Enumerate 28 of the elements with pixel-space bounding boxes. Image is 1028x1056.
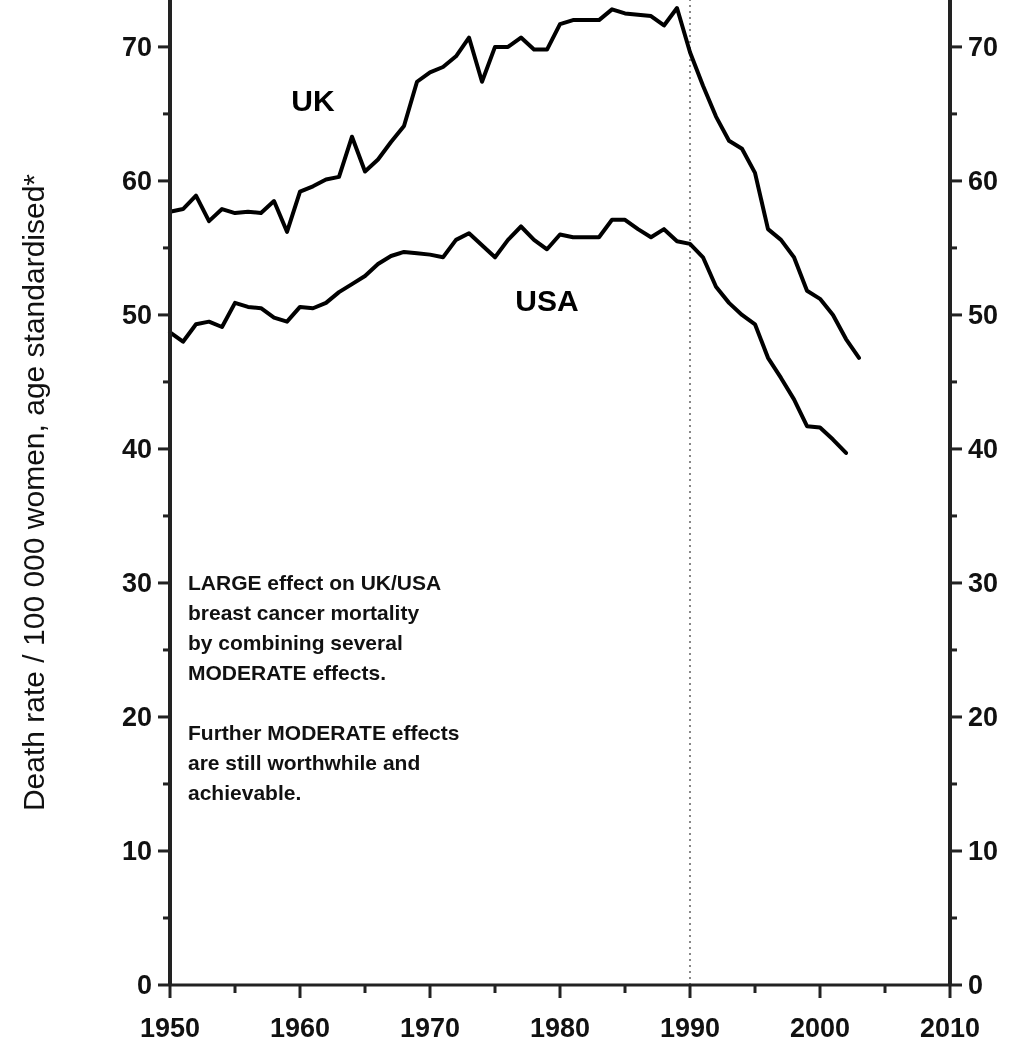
y-tick-label: 60	[121, 166, 152, 197]
y2-tick-label: 60	[968, 166, 999, 197]
y-axis-title: Death rate / 100 000 women, age standardised*	[17, 173, 50, 812]
x-tick-label: 2000	[789, 1013, 851, 1043]
y-tick-label: 50	[121, 300, 152, 331]
y-tick-label: 70	[121, 32, 152, 63]
x-tick-label: 1990	[659, 1013, 721, 1043]
y2-tick-label: 0	[968, 970, 984, 1001]
x-tick-label: 1970	[399, 1013, 461, 1043]
y2-tick-label: 30	[968, 568, 999, 599]
x-tick-label: 1960	[269, 1013, 331, 1043]
annotation: Further MODERATE effects are still worthwhile and achievable.	[188, 721, 460, 804]
x-tick-label: 2010	[919, 1013, 981, 1043]
y2-tick-label: 10	[968, 836, 999, 867]
y-tick-label: 10	[121, 836, 152, 867]
y-tick-label: 20	[121, 702, 152, 733]
series-label: USA	[515, 284, 579, 318]
annotation: LARGE effect on UK/USA breast cancer mortality by combining several MODERATE effects.	[188, 571, 442, 684]
y2-tick-label: 40	[968, 434, 999, 465]
y2-tick-label: 50	[968, 300, 999, 331]
x-tick-label: 1980	[529, 1013, 591, 1043]
series-label: UK	[291, 84, 335, 118]
y-tick-label: 40	[121, 434, 152, 465]
y2-tick-label: 70	[968, 32, 999, 63]
x-tick-label: 1950	[139, 1013, 201, 1043]
y-tick-label: 30	[121, 568, 152, 599]
y2-tick-label: 20	[968, 702, 999, 733]
y-tick-label: 0	[136, 970, 152, 1001]
